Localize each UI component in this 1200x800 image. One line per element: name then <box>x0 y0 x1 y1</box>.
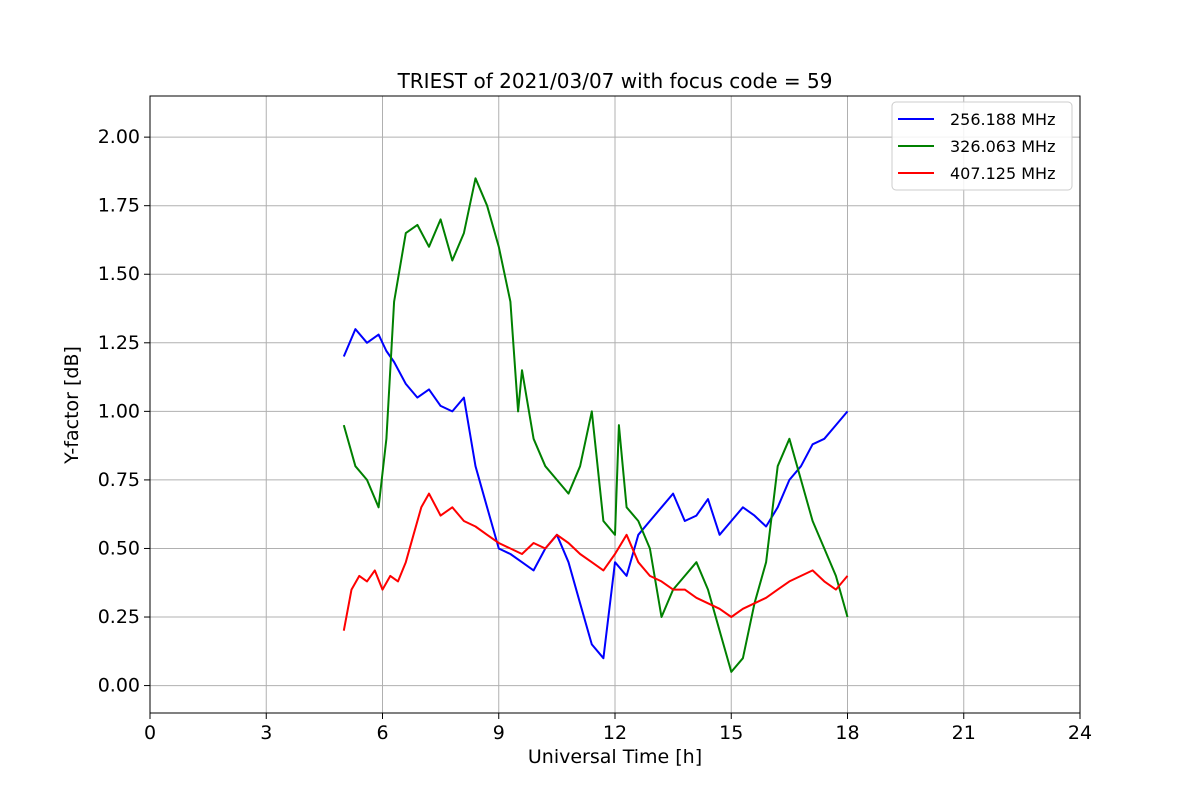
grid <box>149 96 1081 713</box>
y-tick-label: 2.00 <box>98 126 140 148</box>
x-tick-label: 6 <box>376 722 388 744</box>
y-tick-label: 1.25 <box>98 332 140 354</box>
series-line-3 <box>342 492 849 631</box>
series-line-1 <box>342 328 849 660</box>
y-axis-ticks: 0.00 0.25 0.50 0.75 1.00 1.25 1.50 1.75 2.00 <box>98 126 150 697</box>
x-axis-label: Universal Time [h] <box>528 746 702 768</box>
x-tick-label: 3 <box>260 722 272 744</box>
series-lines <box>342 177 849 673</box>
legend-label-1: 256.188 MHz <box>950 110 1055 129</box>
x-tick-label: 0 <box>144 722 156 744</box>
x-tick-label: 21 <box>952 722 976 744</box>
y-tick-label: 1.75 <box>98 195 140 217</box>
chart-title: TRIEST of 2021/03/07 with focus code = 5… <box>397 69 833 93</box>
x-tick-label: 24 <box>1068 722 1092 744</box>
x-axis-ticks: 0 3 6 9 12 15 18 21 24 <box>144 713 1092 744</box>
y-axis-label: Y-factor [dB] <box>61 346 83 465</box>
y-tick-label: 0.75 <box>98 469 140 491</box>
y-tick-label: 0.00 <box>98 675 140 697</box>
y-tick-label: 1.00 <box>98 400 140 422</box>
legend-label-3: 407.125 MHz <box>950 164 1055 183</box>
y-tick-label: 0.50 <box>98 537 140 559</box>
legend: 256.188 MHz 326.063 MHz 407.125 MHz <box>891 101 1073 191</box>
series-line-2 <box>342 177 849 673</box>
y-tick-label: 0.25 <box>98 606 140 628</box>
legend-label-2: 326.063 MHz <box>950 137 1055 156</box>
y-tick-label: 1.50 <box>98 263 140 285</box>
x-tick-label: 12 <box>603 722 627 744</box>
x-tick-label: 9 <box>493 722 505 744</box>
legend-box <box>891 101 1073 191</box>
x-tick-label: 15 <box>719 722 743 744</box>
x-tick-label: 18 <box>835 722 859 744</box>
